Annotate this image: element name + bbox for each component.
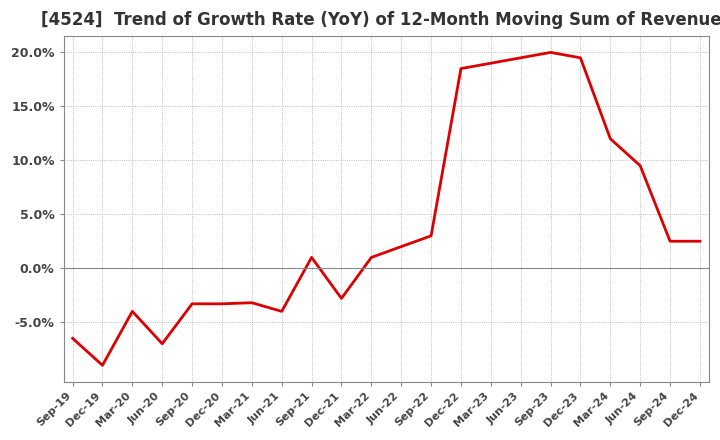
Title: [4524]  Trend of Growth Rate (YoY) of 12-Month Moving Sum of Revenues: [4524] Trend of Growth Rate (YoY) of 12-… — [41, 11, 720, 29]
